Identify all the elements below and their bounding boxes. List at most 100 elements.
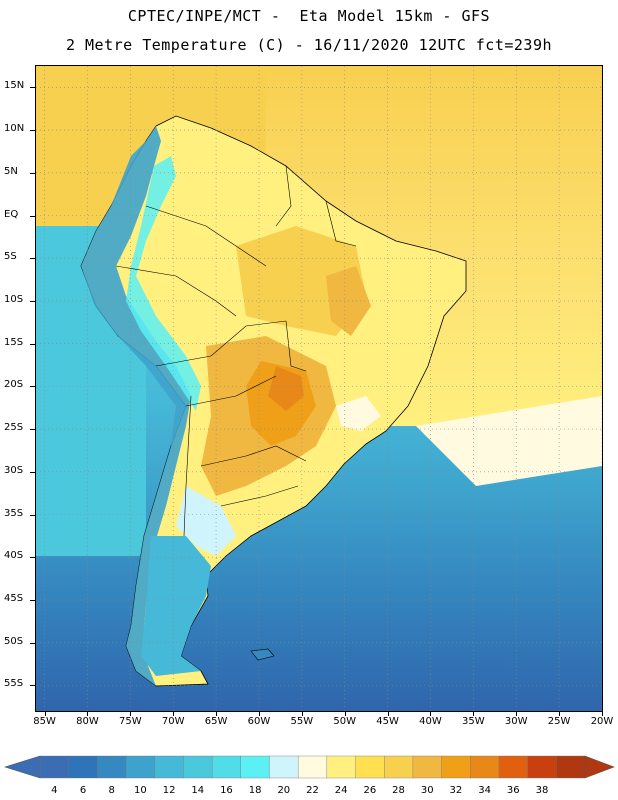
lat-tick-label: 25S xyxy=(4,422,24,434)
lon-tick xyxy=(430,711,432,716)
temperature-map-svg xyxy=(36,66,602,711)
southeast-mild xyxy=(336,396,381,431)
lon-tick-label: 40W xyxy=(419,716,442,727)
colorbar-swatch xyxy=(441,755,471,779)
temperature-map xyxy=(36,66,602,711)
colorbar-label: 20 xyxy=(277,785,291,796)
lat-tick-label: 5S xyxy=(4,251,17,263)
lon-tick-label: 25W xyxy=(547,716,571,727)
colorbar-swatch xyxy=(39,755,70,779)
lat-tick xyxy=(30,642,36,644)
lat-tick xyxy=(30,130,36,132)
lon-tick-label: 85W xyxy=(33,716,56,727)
colorbar-swatch xyxy=(326,755,357,779)
lat-tick-label: 55S xyxy=(4,678,24,690)
lat-tick-label: 15N xyxy=(4,80,25,92)
map-title: CPTEC/INPE/MCT - Eta Model 15km - GFS xyxy=(127,7,491,25)
lon-tick-label: 20W xyxy=(590,716,614,727)
ocean-band-22 xyxy=(416,396,602,486)
colorbar xyxy=(0,748,618,800)
map-subtitle: 2 Metre Temperature (C) - 16/11/2020 12U… xyxy=(65,36,553,54)
colorbar-swatch xyxy=(384,755,414,779)
colorbar-label: 6 xyxy=(79,785,87,796)
lat-tick-label: EQ xyxy=(4,208,19,220)
colorbar-swatch xyxy=(269,755,299,779)
lon-tick xyxy=(344,711,346,716)
colorbar-swatch xyxy=(68,755,98,779)
colorbar-label: 30 xyxy=(420,785,434,796)
lon-tick-label: 55W xyxy=(290,716,314,727)
lat-tick xyxy=(30,386,36,388)
colorbar-swatch xyxy=(154,755,184,779)
colorbar-swatch xyxy=(183,755,213,779)
lon-tick-label: 65W xyxy=(204,716,228,727)
lat-tick-label: 15S xyxy=(4,336,24,348)
colorbar-swatch xyxy=(556,755,586,779)
lon-tick-label: 30W xyxy=(504,716,528,727)
lon-tick xyxy=(258,711,260,716)
colorbar-swatch xyxy=(97,755,127,779)
lat-tick xyxy=(30,215,36,217)
lat-tick-label: 10N xyxy=(4,123,25,135)
lon-tick-label: 70W xyxy=(161,716,185,727)
lat-tick xyxy=(30,599,36,601)
falkland-islands xyxy=(250,648,275,661)
country-borders xyxy=(115,165,357,537)
lat-tick-label: 5N xyxy=(4,165,18,177)
lat-tick xyxy=(30,343,36,345)
lon-tick xyxy=(602,711,603,716)
colorbar-label: 26 xyxy=(363,785,377,796)
colorbar-label: 18 xyxy=(248,785,262,796)
lat-tick xyxy=(30,87,36,89)
colorbar-swatch xyxy=(240,755,270,779)
lat-tick-label: 40S xyxy=(4,550,24,562)
colorbar-label: 22 xyxy=(306,785,319,796)
andes-foothills xyxy=(126,156,201,411)
colorbar-label: 14 xyxy=(191,785,205,796)
lon-tick-label: 45W xyxy=(376,716,399,727)
lat-tick-label: 50S xyxy=(4,635,24,647)
colorbar-swatch xyxy=(470,755,500,779)
andes-cold-zone xyxy=(81,126,191,686)
lat-tick xyxy=(30,172,36,174)
colorbar-over-arrow xyxy=(584,755,615,779)
lon-tick-label: 35W xyxy=(462,716,485,727)
lat-tick xyxy=(30,429,36,431)
colorbar-swatch xyxy=(498,755,529,779)
colorbar-label: 16 xyxy=(220,785,233,796)
lat-tick-label: 45S xyxy=(4,592,24,604)
lon-tick xyxy=(387,711,389,716)
patagonia-cool xyxy=(141,536,211,676)
lat-tick-label: 10S xyxy=(4,293,24,305)
lat-tick xyxy=(30,557,36,559)
lat-tick xyxy=(30,300,36,302)
lon-tick xyxy=(87,711,89,716)
lat-tick xyxy=(30,514,36,516)
lat-tick xyxy=(30,685,36,687)
colorbar-label: 8 xyxy=(108,785,115,796)
lat-tick-label: 30S xyxy=(4,464,24,476)
colorbar-swatch xyxy=(297,755,328,779)
lon-tick xyxy=(473,711,475,716)
colorbar-label: 24 xyxy=(334,785,348,796)
lat-tick-label: 20S xyxy=(4,379,24,391)
lon-tick-label: 75W xyxy=(119,716,142,727)
lon-tick xyxy=(559,711,561,716)
lat-tick xyxy=(30,471,36,473)
lon-tick-label: 80W xyxy=(76,716,99,727)
colorbar-label: 36 xyxy=(506,785,520,796)
lon-tick xyxy=(130,711,132,716)
interior-hot-34 xyxy=(268,366,304,411)
lon-tick xyxy=(44,711,46,716)
colorbar-label: 32 xyxy=(449,785,463,796)
colorbar-label: 28 xyxy=(392,785,405,796)
lon-tick xyxy=(301,711,303,716)
lat-tick-label: 35S xyxy=(4,507,24,519)
colorbar-label: 34 xyxy=(478,785,491,796)
colorbar-label: 38 xyxy=(535,785,549,796)
colorbar-swatch xyxy=(125,755,156,779)
lon-tick-label: 50W xyxy=(333,716,357,727)
colorbar-swatch xyxy=(527,755,557,779)
lon-tick xyxy=(173,711,175,716)
colorbar-swatch xyxy=(412,755,443,779)
